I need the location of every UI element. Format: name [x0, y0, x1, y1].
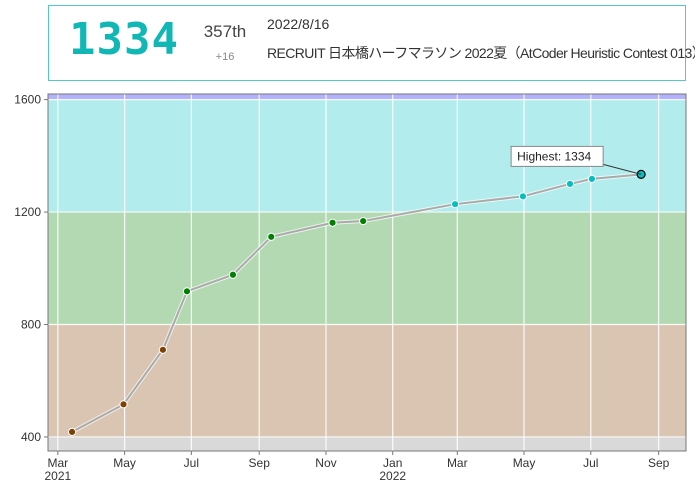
data-point [518, 192, 528, 201]
highest-tooltip: Highest: 1334 [510, 145, 642, 175]
rating-series [67, 169, 646, 436]
x-tick-label: Sep [648, 456, 670, 470]
data-point [565, 179, 575, 189]
contest-place: 357th [203, 22, 247, 41]
data-point [228, 270, 238, 279]
rating-band [48, 212, 686, 325]
rating-bands [48, 94, 686, 451]
contest-name-link[interactable]: RECRUIT 日本橋ハーフマラソン 2022夏（AtCoder Heurist… [267, 45, 695, 61]
x-tick-label: Jul [184, 456, 199, 470]
grid-lines [48, 94, 686, 451]
rating-band [48, 324, 686, 437]
rating-diff: +16 [215, 51, 235, 63]
data-point [158, 345, 168, 354]
tooltip-text: Highest: 1334 [517, 149, 591, 163]
data-point [587, 174, 596, 183]
y-tick-label: 400 [21, 430, 41, 444]
rating-band [48, 94, 686, 100]
data-point [67, 427, 77, 436]
x-tick-label: Jul [583, 456, 598, 470]
x-tick-year-label: 2022 [379, 469, 406, 480]
y-tick-label: 1600 [14, 93, 41, 107]
x-tick-label: May [113, 456, 136, 470]
contest-date: 2022/8/16 [267, 16, 330, 32]
tooltip-connector [603, 163, 642, 175]
y-tick-label: 1200 [14, 205, 41, 219]
data-point [328, 218, 337, 227]
data-point [267, 232, 276, 241]
x-tick-label: May [513, 456, 536, 470]
data-point [359, 216, 368, 226]
y-axis: 400 800 1200 1600 [14, 93, 48, 444]
plot-frame [47, 93, 687, 452]
data-point [450, 200, 460, 209]
y-tick-label: 800 [21, 318, 41, 332]
x-tick-label: Jan [383, 456, 402, 470]
tooltip-box [510, 145, 604, 167]
contest-info-panel: 1334 357th +16 2022/8/16 RECRUIT 日本橋ハーフマ… [48, 5, 695, 81]
x-tick-label: Sep [249, 456, 271, 470]
x-tick-year-label: 2021 [44, 469, 71, 480]
x-tick-label: Mar [447, 456, 468, 470]
x-tick-label: Mar [48, 456, 69, 470]
rating-band [48, 436, 686, 451]
data-point [119, 400, 128, 409]
rating-value: 1334 [69, 14, 179, 65]
data-point [182, 287, 192, 296]
x-tick-label: Nov [315, 456, 336, 470]
